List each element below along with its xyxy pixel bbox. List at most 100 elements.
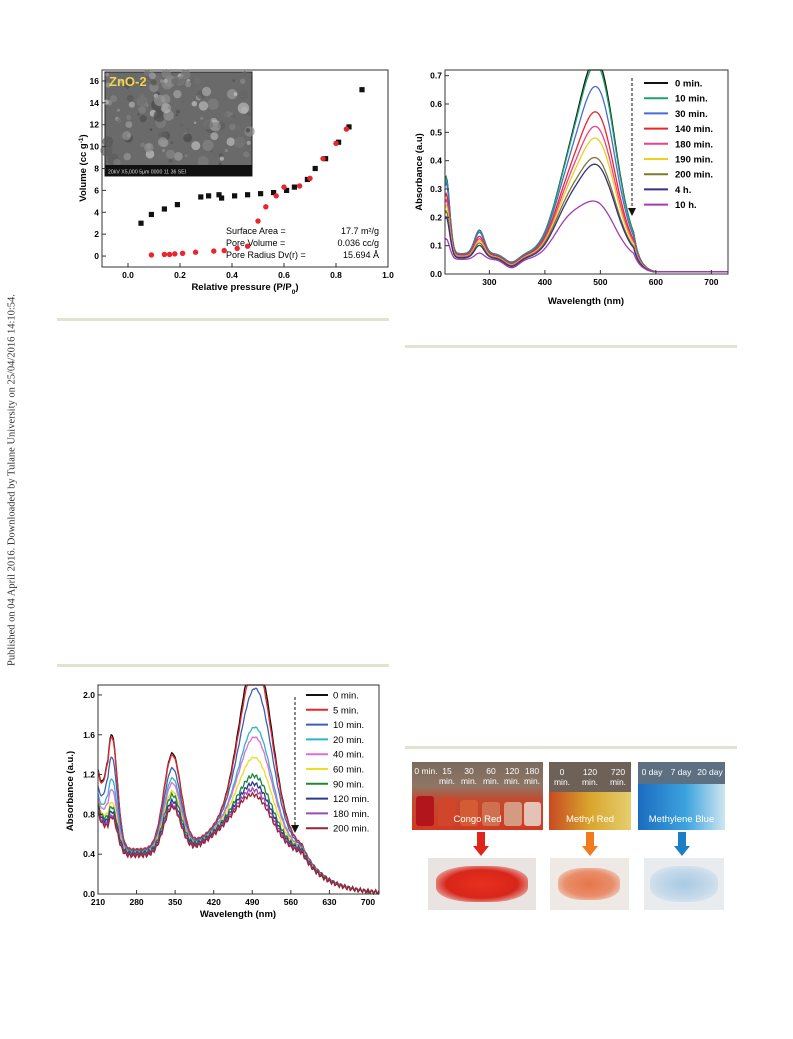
sem-grain xyxy=(160,79,164,83)
desorption-point xyxy=(333,140,339,147)
x-tick-label: 700 xyxy=(704,277,718,287)
desorption-point xyxy=(148,252,155,258)
adsorption-point xyxy=(161,206,167,212)
vial-label: 7 day xyxy=(670,767,692,777)
x-axis-title: Relative pressure (P/P0) xyxy=(191,282,298,296)
desorption-point xyxy=(211,248,217,254)
sem-grain xyxy=(126,114,132,120)
sem-grain xyxy=(103,99,109,105)
sem-grain xyxy=(170,141,174,144)
sem-grain xyxy=(173,151,183,161)
sem-grain xyxy=(219,156,224,161)
down-arrow-icon xyxy=(477,832,485,846)
x-tick-label: 560 xyxy=(284,897,298,907)
surface-area-label: Surface Area = xyxy=(226,226,286,236)
sem-grain xyxy=(117,78,123,84)
legend-label: 120 min. xyxy=(333,794,369,805)
dye-adsorption-photos: 0 min. 15 min. 30 min. 60 min. 120 min. … xyxy=(412,762,732,914)
sem-grain xyxy=(139,115,147,123)
y-tick-label: 0.2 xyxy=(430,212,442,222)
legend-label: 20 min. xyxy=(333,735,364,746)
legend-label: 10 min. xyxy=(333,720,364,731)
sem-grain xyxy=(218,162,222,166)
adsorption-point xyxy=(291,184,297,190)
sem-grain xyxy=(149,128,153,131)
legend-label: 40 min. xyxy=(333,750,364,761)
vial-label: 180 min. xyxy=(523,766,541,786)
adsorption-point xyxy=(284,187,290,193)
legend-label: 60 min. xyxy=(333,765,364,776)
sem-grain xyxy=(116,108,121,112)
sem-grain xyxy=(191,141,201,151)
congo-red-vials-photo: 0 min. 15 min. 30 min. 60 min. 120 min. … xyxy=(412,762,543,830)
methylene-blue-vials-photo: 0 day 7 day 20 day Methylene Blue xyxy=(638,762,725,830)
sem-grain xyxy=(180,69,191,80)
y-tick-label: 0 xyxy=(94,251,99,261)
vial-label: 720 min. xyxy=(609,767,627,787)
sem-grain xyxy=(128,101,135,108)
y-tick-label: 6 xyxy=(94,185,99,195)
sem-grain xyxy=(232,79,236,82)
x-axis-title: Wavelength (nm) xyxy=(200,909,276,920)
desorption-point xyxy=(192,249,199,255)
pore-radius-value: 15.694 Å xyxy=(343,250,379,260)
x-tick-label: 1.0 xyxy=(382,270,394,280)
sem-grain xyxy=(175,109,181,114)
sem-grain xyxy=(125,77,134,86)
sem-grain xyxy=(210,150,213,153)
desorption-point xyxy=(296,183,303,189)
desorption-point xyxy=(320,155,326,162)
adsorption-point xyxy=(232,193,238,199)
methylene-blue-label: Methylene Blue xyxy=(648,814,715,825)
y-tick-label: 4 xyxy=(94,207,99,217)
sem-grain xyxy=(161,68,171,79)
congo-red-label: Congo Red xyxy=(453,814,502,825)
x-tick-label: 0.8 xyxy=(330,270,342,280)
divider-rule xyxy=(405,746,737,749)
sem-grain xyxy=(194,78,201,85)
arrows xyxy=(473,832,690,856)
y-tick-label: 0.4 xyxy=(83,849,95,859)
sem-grain xyxy=(153,94,166,107)
y-tick-label: 14 xyxy=(90,98,100,108)
sem-grain xyxy=(197,156,209,167)
adsorption-point xyxy=(138,220,144,226)
desorption-point xyxy=(244,243,251,249)
sem-grain xyxy=(202,139,214,152)
sem-grain xyxy=(150,79,157,86)
x-tick-label: 300 xyxy=(482,277,496,287)
adsorption-point xyxy=(245,192,251,198)
y-tick-label: 0.4 xyxy=(430,156,442,166)
y-axis-title: Absorbance (a.u) xyxy=(414,133,425,211)
y-tick-label: 0.0 xyxy=(430,269,442,279)
sem-grain xyxy=(186,127,190,131)
down-arrow-icon xyxy=(674,846,690,856)
legend-label: 180 min. xyxy=(675,139,713,150)
sem-grain xyxy=(226,88,238,100)
vial-label: 0 min. xyxy=(553,767,571,787)
methyl-red-powder-photo xyxy=(550,858,629,910)
y-tick-label: 8 xyxy=(94,164,99,174)
y-tick-label: 0.3 xyxy=(430,184,442,194)
divider-rule xyxy=(57,318,389,321)
sem-grain xyxy=(185,81,192,88)
sem-grain xyxy=(211,121,221,132)
desorption-point xyxy=(255,218,261,224)
sem-grain xyxy=(113,158,121,167)
adsorption-point xyxy=(346,124,352,130)
sem-grain xyxy=(102,136,114,148)
sem-grain xyxy=(229,123,236,131)
divider-rule xyxy=(57,664,389,667)
vial-label: 20 day xyxy=(697,767,723,777)
sem-grain xyxy=(240,106,248,114)
y-axis-title: Volume (cc g-1) xyxy=(78,134,90,201)
adsorption-point xyxy=(304,176,310,183)
sem-grain xyxy=(165,149,175,159)
inset-label: ZnO-2 xyxy=(109,74,147,89)
uv-vis-chart-bottom: 210 280 350 420 490 560 630 700 0.0 0.4 0.8 1.2 1.6… xyxy=(65,684,380,920)
legend: 0 min. 5 min. 10 min. 20 min. 40 min. 60 min.… xyxy=(306,691,369,835)
legend-label: 30 min. xyxy=(675,109,708,120)
adsorption-point xyxy=(271,189,277,196)
vial-label: 120 min. xyxy=(581,767,599,787)
sem-grain xyxy=(122,131,132,141)
